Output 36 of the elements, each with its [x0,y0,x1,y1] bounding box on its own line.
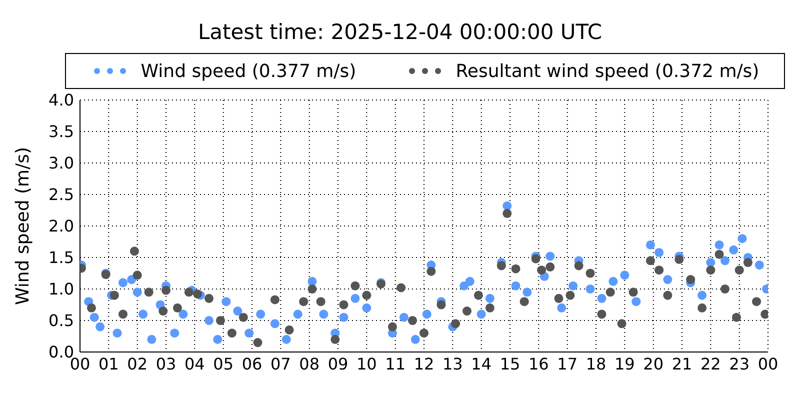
x-tick-label: 10 [356,354,377,374]
x-tick-label: 07 [270,354,291,374]
x-tick-label: 21 [672,354,692,374]
chart-title: Latest time: 2025-12-04 00:00:00 UTC [196,20,604,44]
x-tick-label: 02 [127,354,148,374]
x-tick-label: 12 [414,354,434,374]
x-tick-label: 18 [586,354,606,374]
x-tick-label: 00 [758,354,778,374]
x-tick-label: 19 [614,354,635,374]
x-tick-label: 08 [299,354,320,374]
y-tick-label: 3.0 [48,154,74,173]
x-tick-label: 01 [98,354,119,374]
y-tick-label: 4.0 [48,90,74,110]
x-tick-label: 06 [242,354,262,374]
x-tick-label: 09 [328,354,348,374]
y-tick-label: 1.0 [48,280,74,299]
y-tick-label: 2.0 [48,216,74,236]
y-tick-label: 3.5 [48,122,74,142]
y-tick-label: 1.5 [48,248,74,268]
x-tick-label: 14 [471,354,492,374]
legend-label: Resultant wind speed (0.372 m/s) [454,60,760,82]
y-tick-label: 2.5 [48,185,74,204]
x-tick-label: 16 [528,354,549,374]
x-tick-label: 20 [643,354,664,374]
x-tick-label: 13 [442,354,463,374]
x-tick-label: 11 [385,354,406,374]
x-tick-label: 04 [184,354,205,374]
x-tick-label: 17 [557,354,578,374]
y-axis-title: Wind speed (m/s) [12,146,34,306]
x-tick-label: 22 [700,354,721,374]
legend-label: Wind speed (0.377 m/s) [140,60,356,82]
x-tick-label: 23 [729,354,750,374]
x-tick-label: 05 [213,354,234,374]
y-tick-label: 0.5 [48,311,74,330]
x-tick-label: 15 [500,354,520,374]
x-tick-label: 03 [156,354,176,374]
